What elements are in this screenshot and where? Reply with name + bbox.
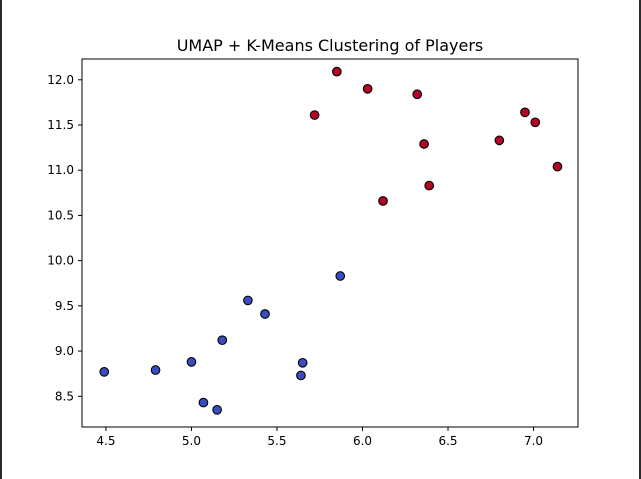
x-tick-label: 6.5 [438,434,457,448]
point-cluster-0-9 [296,370,306,381]
y-tick-label: 11.5 [47,118,74,132]
y-tick-label: 9.5 [55,299,74,313]
y-tick-label: 12.0 [47,73,74,87]
point-cluster-0-2 [186,357,197,367]
x-tick-label: 7.0 [524,434,543,448]
point-cluster-0-0 [99,366,110,377]
point-cluster-0-8 [297,357,308,368]
y-tick-label: 11.0 [47,163,74,177]
point-cluster-0-4 [212,404,222,415]
point-cluster-1-0 [309,110,320,120]
window-border-left [0,0,2,479]
point-cluster-0-6 [243,295,253,306]
y-tick-label: 10.5 [47,208,74,222]
point-cluster-0-7 [260,309,270,319]
point-cluster-1-5 [419,139,429,149]
x-tick-label: 5.0 [182,434,201,448]
point-cluster-0-10 [335,271,346,281]
point-cluster-0-5 [217,335,228,346]
x-tick-label: 6.0 [353,434,372,448]
point-cluster-1-10 [552,161,563,172]
point-cluster-1-9 [530,117,541,128]
point-cluster-0-1 [150,365,161,375]
point-cluster-1-6 [424,180,435,191]
axes-layer: 4.5 5.0 5.5 6.0 6.5 7.0 8.5 9.0 9.5 10.0 10.5 11.0 1… [47,58,579,448]
plot-frame [81,58,579,428]
x-tick-label: 4.5 [96,434,115,448]
point-cluster-1-4 [412,89,423,100]
window-border-right [639,0,641,479]
y-tick-label: 9.0 [55,344,74,358]
y-tick-label: 8.5 [55,389,74,403]
point-cluster-1-8 [520,107,530,118]
point-cluster-0-3 [198,397,209,408]
point-cluster-1-1 [331,66,342,77]
chart-title: UMAP + K-Means Clustering of Players [177,36,484,55]
point-cluster-1-2 [362,83,373,94]
points-layer [99,66,563,415]
point-cluster-1-7 [494,135,505,146]
point-cluster-1-3 [378,196,388,206]
y-tick-label: 10.0 [47,254,74,268]
x-tick-label: 5.5 [267,434,286,448]
